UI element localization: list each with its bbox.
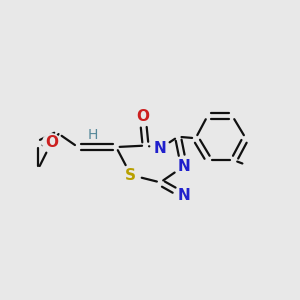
Circle shape	[175, 187, 193, 205]
Text: O: O	[45, 135, 58, 150]
Text: S: S	[125, 167, 136, 182]
Circle shape	[152, 140, 169, 158]
Circle shape	[134, 107, 152, 125]
Text: N: N	[178, 188, 190, 203]
Circle shape	[43, 134, 60, 152]
Text: N: N	[154, 141, 167, 156]
Text: N: N	[178, 159, 190, 174]
Circle shape	[175, 158, 193, 175]
Circle shape	[122, 166, 140, 184]
Text: O: O	[136, 109, 149, 124]
Text: H: H	[87, 128, 98, 142]
